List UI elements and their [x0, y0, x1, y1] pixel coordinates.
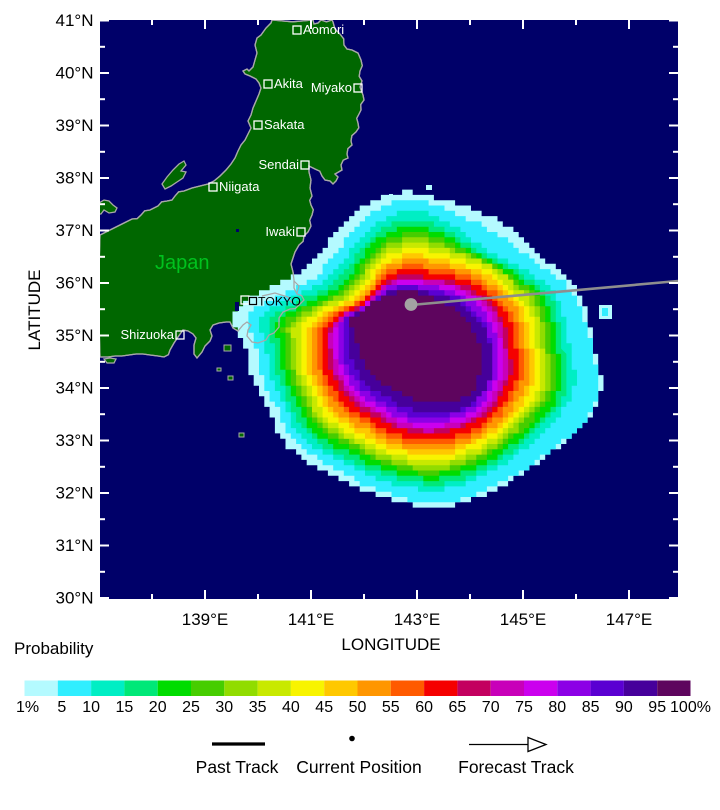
svg-text:41°N: 41°N	[56, 11, 94, 30]
svg-text:70: 70	[482, 699, 500, 716]
svg-text:Japan: Japan	[155, 252, 210, 274]
svg-text:5: 5	[57, 699, 66, 716]
svg-text:34°N: 34°N	[56, 379, 94, 398]
svg-text:Past Track: Past Track	[196, 757, 279, 777]
svg-text:LATITUDE: LATITUDE	[25, 270, 44, 351]
svg-text:37°N: 37°N	[56, 221, 94, 240]
svg-text:30°N: 30°N	[56, 589, 94, 608]
svg-text:32°N: 32°N	[56, 484, 94, 503]
svg-text:80: 80	[548, 699, 566, 716]
svg-text:Sakata: Sakata	[264, 117, 305, 132]
svg-text:65: 65	[449, 699, 467, 716]
svg-text:25: 25	[182, 699, 200, 716]
svg-text:35: 35	[249, 699, 267, 716]
svg-text:Aomori: Aomori	[303, 22, 344, 37]
svg-text:38°N: 38°N	[56, 169, 94, 188]
svg-text:20: 20	[149, 699, 167, 716]
svg-text:40°N: 40°N	[56, 64, 94, 83]
svg-text:Current Position: Current Position	[296, 757, 421, 777]
svg-text:145°E: 145°E	[500, 610, 547, 629]
svg-text:141°E: 141°E	[288, 610, 335, 629]
svg-text:36°N: 36°N	[56, 274, 94, 293]
svg-text:100%: 100%	[670, 699, 711, 716]
svg-text:Shizuoka: Shizuoka	[121, 327, 175, 342]
svg-text:139°E: 139°E	[182, 610, 229, 629]
svg-text:TOKYO: TOKYO	[258, 295, 301, 309]
svg-text:95: 95	[648, 699, 666, 716]
svg-text:Miyako: Miyako	[311, 80, 352, 95]
svg-text:75: 75	[515, 699, 533, 716]
svg-text:147°E: 147°E	[606, 610, 653, 629]
svg-text:15: 15	[116, 699, 134, 716]
svg-text:39°N: 39°N	[56, 116, 94, 135]
svg-text:Forecast Track: Forecast Track	[458, 757, 574, 777]
svg-text:35°N: 35°N	[56, 326, 94, 345]
svg-text:Sendai: Sendai	[259, 157, 300, 172]
svg-text:Niigata: Niigata	[219, 179, 260, 194]
svg-text:45: 45	[315, 699, 333, 716]
svg-text:33°N: 33°N	[56, 431, 94, 450]
svg-text:1%: 1%	[16, 699, 39, 716]
svg-text:85: 85	[582, 699, 600, 716]
svg-text:LONGITUDE: LONGITUDE	[341, 635, 440, 654]
svg-text:40: 40	[282, 699, 300, 716]
svg-text:Iwaki: Iwaki	[265, 224, 295, 239]
svg-text:31°N: 31°N	[56, 536, 94, 555]
svg-text:50: 50	[349, 699, 367, 716]
svg-text:143°E: 143°E	[394, 610, 441, 629]
svg-text:Probability: Probability	[14, 639, 94, 658]
svg-text:Akita: Akita	[274, 76, 304, 91]
svg-text:30: 30	[215, 699, 233, 716]
svg-text:55: 55	[382, 699, 400, 716]
svg-text:60: 60	[415, 699, 433, 716]
svg-text:90: 90	[615, 699, 633, 716]
svg-text:10: 10	[82, 699, 100, 716]
